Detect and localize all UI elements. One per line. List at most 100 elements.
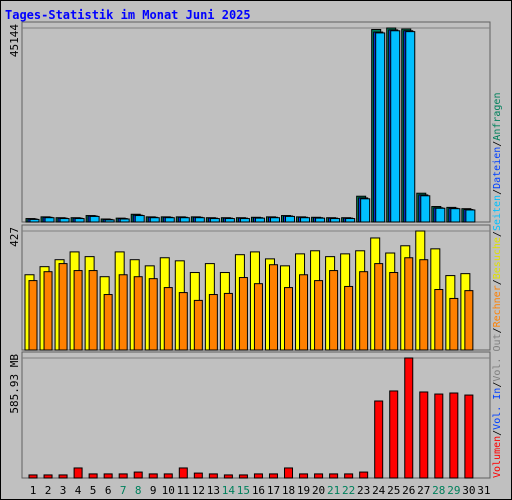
bar	[73, 467, 83, 479]
y-tick-label: 427	[8, 227, 21, 247]
bar	[284, 467, 294, 479]
bar	[59, 218, 70, 223]
bar	[238, 277, 248, 351]
legend-item: Vol. In	[492, 388, 503, 430]
x-tick-label: 26	[402, 484, 415, 497]
bar	[404, 357, 414, 479]
bar	[345, 218, 356, 223]
bar	[28, 280, 38, 351]
bar	[208, 473, 218, 479]
bar	[29, 218, 40, 223]
bar	[149, 217, 160, 223]
bar	[419, 391, 429, 479]
x-tick-label: 4	[75, 484, 82, 497]
x-tick-label: 5	[90, 484, 97, 497]
bar	[253, 473, 263, 479]
bar	[299, 473, 309, 479]
bar	[435, 207, 446, 223]
x-tick-label: 21	[327, 484, 340, 497]
x-tick-label: 7	[120, 484, 127, 497]
bar	[449, 297, 459, 351]
bar	[88, 270, 98, 351]
bar	[329, 270, 339, 351]
x-tick-label: 28	[432, 484, 445, 497]
bar	[285, 215, 296, 223]
x-tick-label: 31	[477, 484, 490, 497]
bar	[375, 32, 386, 223]
bar	[164, 217, 175, 223]
x-tick-label: 17	[267, 484, 280, 497]
bar	[419, 259, 429, 351]
bar	[118, 274, 128, 351]
bar	[330, 218, 341, 223]
legend-separator: /	[492, 141, 503, 147]
bar	[223, 474, 233, 479]
x-tick-label: 12	[192, 484, 205, 497]
bar	[464, 394, 474, 479]
x-tick-label: 18	[282, 484, 295, 497]
legend-item: Rechner	[492, 285, 503, 327]
bar	[179, 217, 190, 223]
x-tick-label: 1	[30, 484, 37, 497]
x-tick-label: 20	[312, 484, 325, 497]
chart-title: Tages-Statistik im Monat Juni 2025	[5, 8, 251, 22]
bar	[464, 290, 474, 351]
x-tick-label: 11	[177, 484, 190, 497]
legend-separator: /	[492, 231, 503, 237]
x-tick-label: 22	[342, 484, 355, 497]
bar	[300, 217, 311, 223]
plot-area	[21, 21, 491, 223]
bar	[194, 217, 205, 223]
bar	[163, 473, 173, 479]
bar	[405, 31, 416, 223]
x-tick-label: 8	[135, 484, 142, 497]
bar	[374, 400, 384, 479]
legend-separator: /	[492, 279, 503, 285]
legend-separator: /	[492, 189, 503, 195]
legend-item: Besuche	[492, 237, 503, 279]
bar	[253, 283, 263, 351]
legend-separator: /	[492, 327, 503, 333]
bar	[269, 217, 280, 223]
bar	[239, 218, 250, 223]
bar	[224, 218, 235, 223]
bar	[359, 271, 369, 351]
bar	[450, 208, 461, 223]
legend-item: Anfragen	[492, 93, 503, 141]
bar	[390, 30, 401, 223]
legend-item: Volumen	[492, 436, 503, 478]
x-tick-label: 14	[222, 484, 236, 497]
x-tick-label: 2	[45, 484, 52, 497]
x-tick-label: 19	[297, 484, 310, 497]
bar	[104, 219, 115, 223]
bar	[58, 263, 68, 351]
bar	[74, 218, 85, 223]
bar	[88, 473, 98, 479]
x-tick-label: 27	[417, 484, 430, 497]
bar	[44, 217, 55, 223]
bar	[163, 287, 173, 351]
bar	[359, 471, 369, 479]
bar	[434, 289, 444, 351]
bar	[329, 473, 339, 479]
bar	[133, 471, 143, 479]
x-tick-label: 9	[150, 484, 157, 497]
bar	[434, 393, 444, 479]
legend-separator: /	[492, 430, 503, 436]
bar	[268, 264, 278, 351]
x-tick-label: 6	[105, 484, 112, 497]
bar	[344, 473, 354, 479]
x-tick-label: 24	[372, 484, 386, 497]
bar	[284, 287, 294, 351]
bar	[43, 474, 53, 479]
bar	[254, 217, 265, 223]
bar	[374, 263, 384, 351]
bar	[420, 195, 431, 223]
x-tick-label: 16	[252, 484, 265, 497]
bar	[268, 473, 278, 479]
x-tick-label: 3	[60, 484, 67, 497]
bar	[73, 270, 83, 351]
bar	[103, 294, 113, 351]
y-tick-label: 585.93 MB	[8, 354, 21, 414]
